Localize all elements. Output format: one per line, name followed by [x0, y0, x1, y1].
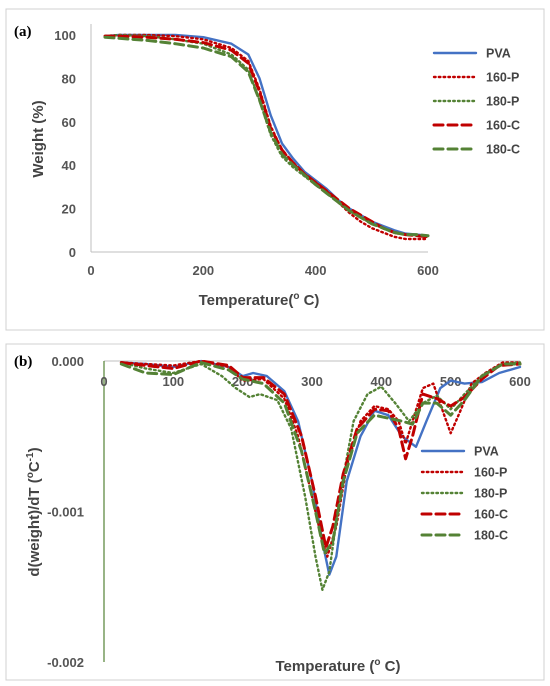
y-tick-label: -0.002	[47, 655, 84, 670]
x-tick-label: 600	[509, 374, 531, 389]
series-line-160-c	[119, 359, 522, 550]
legend-label-180-c: 180-C	[486, 143, 520, 157]
panel-a-letter: (a)	[14, 24, 32, 40]
series-line-pva	[103, 33, 430, 237]
series-line-180-p	[120, 361, 522, 591]
series-line-160-p	[103, 33, 430, 241]
y-tick-label: 40	[62, 158, 76, 173]
panel-a: (a) 0 20 40 60 80 100 0 200 400 600 Weight (%) T…	[5, 8, 545, 331]
panel-b-x-ticks: 0 100 200 300 400 500 600	[100, 374, 530, 389]
y-tick-label: 20	[62, 202, 76, 217]
panel-b-legend: PVA 160-P 180-P 160-C 180-C	[420, 445, 508, 543]
panel-a-y-axis-title: Weight (%)	[30, 100, 47, 177]
panel-b-y-ticks: 0.000 -0.001 -0.002	[47, 354, 84, 670]
series-line-180-p	[103, 33, 430, 238]
panel-a-x-ticks: 0 200 400 600	[87, 263, 438, 278]
panel-a-frame	[5, 8, 545, 331]
y-tick-label: 60	[62, 115, 76, 130]
legend-label-180-p: 180-P	[474, 487, 507, 501]
series-line-160-p	[120, 359, 522, 558]
x-tick-label: 200	[192, 263, 214, 278]
x-tick-label: 100	[162, 374, 184, 389]
panel-b: (b) 0.000-0.001-0.002 0 100 200 300 400 500 60…	[5, 343, 545, 681]
y-tick-label: 100	[54, 28, 76, 43]
legend-label-pva: PVA	[474, 445, 499, 459]
panel-b-x-axis-title: Temperature (o C)	[275, 657, 400, 675]
panel-b-series	[119, 359, 522, 591]
x-tick-label: 300	[301, 374, 323, 389]
series-line-160-c	[103, 34, 430, 239]
panel-a-x-axis-title: Temperature(o C)	[199, 291, 320, 309]
x-tick-label: 0	[87, 263, 94, 278]
series-line-180-c	[103, 35, 430, 238]
x-tick-label: 0	[100, 374, 107, 389]
legend-label-160-p: 160-P	[474, 466, 507, 480]
panel-a-legend: PVA 160-P 180-P 160-C 180-C	[432, 47, 520, 157]
series-line-180-c	[119, 361, 522, 556]
y-tick-label: -0.001	[47, 505, 84, 520]
y-tick-label: 0.000	[51, 354, 84, 369]
panel-b-y-axis-title: d(weight)/dT (oC-1)	[25, 447, 43, 576]
x-tick-label: 400	[370, 374, 392, 389]
y-tick-label: 0	[69, 245, 76, 260]
legend-label-160-p: 160-P	[486, 71, 519, 85]
legend-label-160-c: 160-C	[486, 119, 520, 133]
y-tick-label: 80	[62, 71, 76, 86]
panel-a-y-ticks: 0 20 40 60 80 100	[54, 28, 76, 260]
legend-label-180-c: 180-C	[474, 529, 508, 543]
legend-label-180-p: 180-P	[486, 95, 519, 109]
panel-a-series	[103, 33, 430, 241]
panel-b-frame	[5, 343, 545, 681]
legend-label-pva: PVA	[486, 47, 511, 61]
legend-label-160-c: 160-C	[474, 508, 508, 522]
x-tick-label: 600	[417, 263, 439, 278]
panel-b-letter: (b)	[14, 354, 32, 370]
x-tick-label: 400	[305, 263, 327, 278]
